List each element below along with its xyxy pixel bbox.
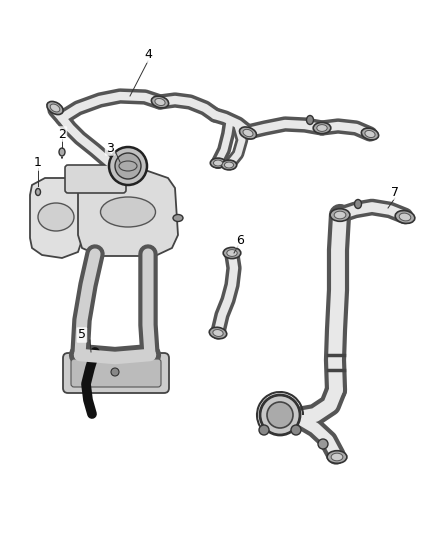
- Ellipse shape: [213, 329, 223, 336]
- Ellipse shape: [35, 189, 40, 196]
- Circle shape: [111, 368, 119, 376]
- Ellipse shape: [227, 249, 237, 256]
- Ellipse shape: [317, 125, 327, 132]
- Ellipse shape: [100, 197, 155, 227]
- Ellipse shape: [155, 99, 165, 106]
- Ellipse shape: [240, 127, 257, 139]
- Ellipse shape: [38, 203, 74, 231]
- Circle shape: [259, 425, 269, 435]
- Text: 2: 2: [58, 127, 66, 141]
- Ellipse shape: [59, 148, 65, 156]
- Ellipse shape: [361, 128, 378, 140]
- Ellipse shape: [365, 131, 375, 138]
- Ellipse shape: [243, 130, 253, 136]
- Ellipse shape: [399, 213, 411, 221]
- Ellipse shape: [224, 162, 233, 168]
- Ellipse shape: [223, 247, 241, 259]
- Ellipse shape: [210, 158, 226, 168]
- Ellipse shape: [50, 104, 60, 112]
- Text: 3: 3: [106, 141, 114, 155]
- Circle shape: [115, 153, 141, 179]
- Text: 1: 1: [34, 157, 42, 169]
- Ellipse shape: [221, 160, 237, 170]
- Circle shape: [260, 395, 300, 435]
- Ellipse shape: [152, 96, 169, 108]
- Polygon shape: [30, 178, 82, 258]
- Ellipse shape: [209, 327, 227, 339]
- Text: 4: 4: [144, 49, 152, 61]
- Polygon shape: [78, 170, 178, 256]
- FancyBboxPatch shape: [63, 353, 169, 393]
- Circle shape: [318, 439, 328, 449]
- Ellipse shape: [307, 116, 314, 125]
- FancyBboxPatch shape: [71, 359, 161, 387]
- Ellipse shape: [395, 211, 415, 223]
- Ellipse shape: [173, 214, 183, 222]
- Ellipse shape: [354, 199, 361, 208]
- Ellipse shape: [334, 211, 346, 219]
- Ellipse shape: [110, 161, 145, 175]
- Ellipse shape: [331, 453, 343, 461]
- Ellipse shape: [327, 451, 347, 463]
- FancyBboxPatch shape: [65, 165, 126, 193]
- Ellipse shape: [330, 209, 350, 221]
- Ellipse shape: [313, 123, 331, 134]
- Ellipse shape: [213, 160, 223, 166]
- Text: 5: 5: [78, 328, 86, 342]
- Circle shape: [267, 402, 293, 428]
- Ellipse shape: [47, 101, 63, 115]
- Text: 7: 7: [391, 185, 399, 198]
- Circle shape: [109, 147, 147, 185]
- Circle shape: [291, 425, 301, 435]
- Text: 6: 6: [236, 233, 244, 246]
